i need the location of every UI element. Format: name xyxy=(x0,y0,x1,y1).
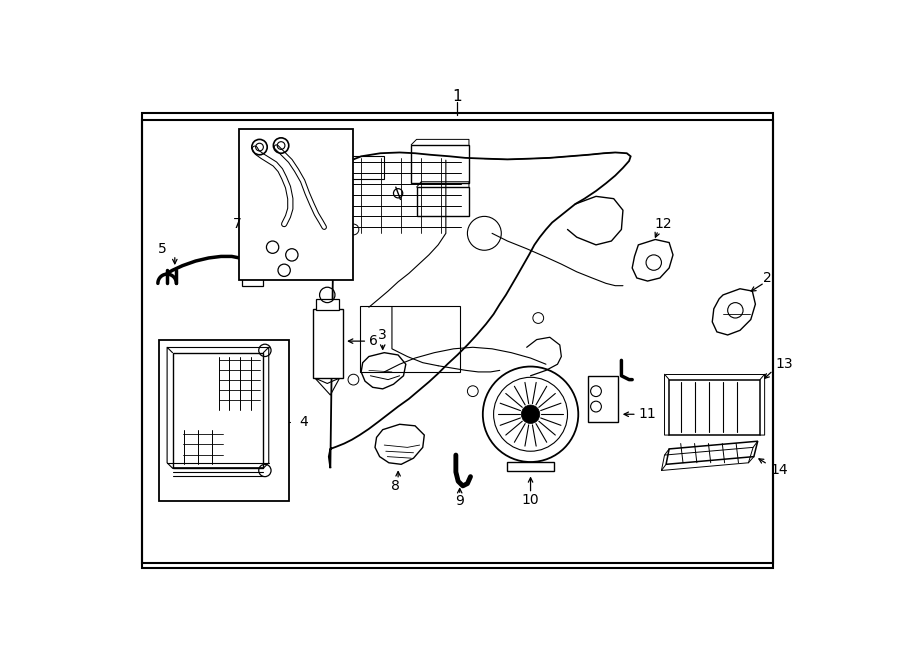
Text: 14: 14 xyxy=(770,463,788,477)
Bar xyxy=(242,270,264,286)
Bar xyxy=(669,379,760,435)
Bar xyxy=(159,340,289,501)
Text: 5: 5 xyxy=(158,242,166,256)
Bar xyxy=(142,113,773,568)
Bar xyxy=(173,353,264,468)
Text: 13: 13 xyxy=(776,357,793,371)
Text: 2: 2 xyxy=(763,271,772,285)
Bar xyxy=(334,156,384,179)
Bar xyxy=(417,187,469,216)
Text: 7: 7 xyxy=(233,217,242,231)
Bar xyxy=(316,299,338,310)
Bar xyxy=(508,462,554,471)
Text: 12: 12 xyxy=(654,217,671,231)
Bar xyxy=(239,130,354,280)
Text: 4: 4 xyxy=(300,415,309,429)
Circle shape xyxy=(521,405,540,424)
Bar xyxy=(142,120,773,563)
Bar xyxy=(588,375,618,422)
Text: 8: 8 xyxy=(392,479,400,493)
Text: 10: 10 xyxy=(522,492,539,507)
Bar xyxy=(313,309,343,378)
Text: 11: 11 xyxy=(638,407,656,421)
Text: 6: 6 xyxy=(369,334,378,348)
Text: 1: 1 xyxy=(453,89,463,104)
Bar xyxy=(360,307,460,372)
Text: 3: 3 xyxy=(378,328,387,342)
Text: 9: 9 xyxy=(455,494,464,508)
Bar xyxy=(411,145,469,183)
